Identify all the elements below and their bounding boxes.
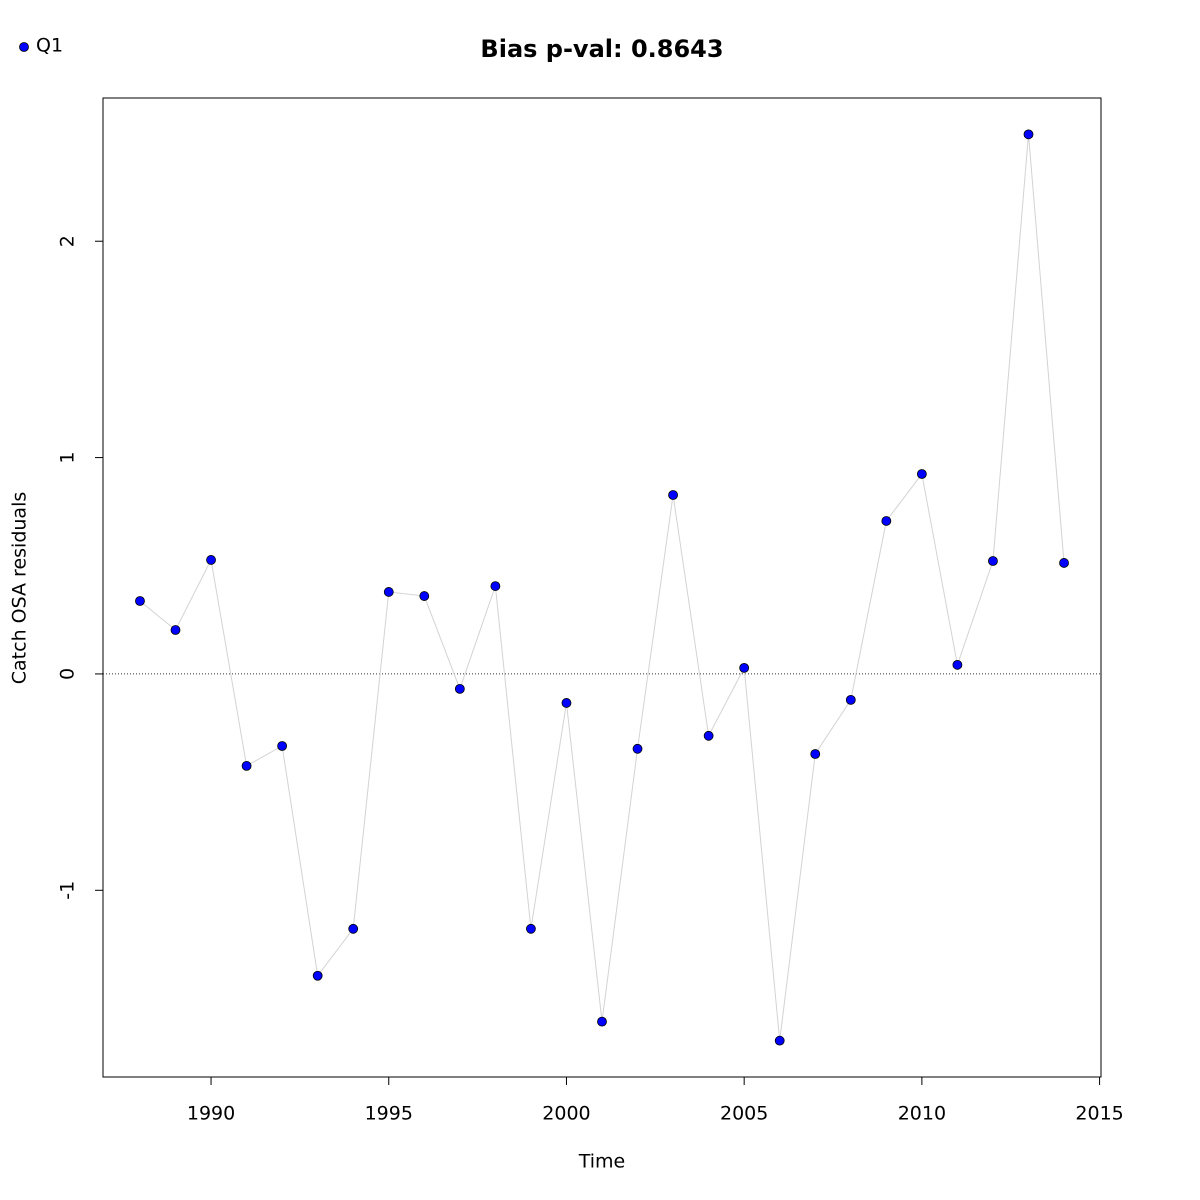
y-tick-label: 0 bbox=[57, 668, 79, 680]
data-point bbox=[739, 662, 750, 673]
legend-label: Q1 bbox=[36, 35, 63, 57]
data-point bbox=[845, 694, 856, 705]
data-point bbox=[988, 556, 998, 566]
x-axis-label: Time bbox=[578, 1151, 626, 1173]
y-tick-label: -1 bbox=[57, 881, 79, 900]
data-point bbox=[135, 596, 145, 606]
data-point bbox=[703, 730, 714, 741]
y-tick-label: 1 bbox=[57, 452, 79, 464]
data-point bbox=[348, 923, 359, 934]
data-point bbox=[526, 923, 536, 934]
y-tick-label: 2 bbox=[57, 235, 79, 247]
data-point bbox=[1059, 558, 1069, 568]
data-point bbox=[774, 1035, 785, 1046]
data-point bbox=[668, 490, 678, 500]
data-point bbox=[952, 659, 963, 670]
data-point bbox=[490, 581, 501, 591]
x-tick-label: 2015 bbox=[1075, 1103, 1123, 1125]
x-tick-label: 2005 bbox=[720, 1103, 768, 1125]
data-point bbox=[454, 683, 465, 694]
x-tick-label: 1995 bbox=[365, 1103, 413, 1125]
data-point bbox=[383, 587, 394, 597]
chart-title: Bias p-val: 0.8643 bbox=[480, 35, 723, 63]
data-point bbox=[632, 743, 643, 754]
plot-frame bbox=[102, 97, 1102, 1078]
data-point bbox=[206, 555, 216, 565]
data-point bbox=[881, 516, 892, 526]
legend-marker bbox=[19, 42, 29, 52]
data-point bbox=[916, 469, 927, 479]
x-tick-label: 1990 bbox=[187, 1103, 235, 1125]
data-point bbox=[597, 1016, 607, 1027]
data-point bbox=[561, 698, 572, 708]
data-point bbox=[312, 970, 323, 981]
data-point bbox=[810, 749, 821, 759]
data-point bbox=[241, 760, 252, 771]
series-line bbox=[139, 134, 1065, 1041]
y-axis-label: Catch OSA residuals bbox=[9, 492, 31, 684]
data-point bbox=[170, 625, 181, 635]
data-point bbox=[277, 741, 288, 751]
x-tick-label: 2000 bbox=[542, 1103, 590, 1125]
data-point bbox=[419, 591, 430, 601]
x-tick-label: 2010 bbox=[898, 1103, 946, 1125]
data-point bbox=[1023, 129, 1034, 140]
